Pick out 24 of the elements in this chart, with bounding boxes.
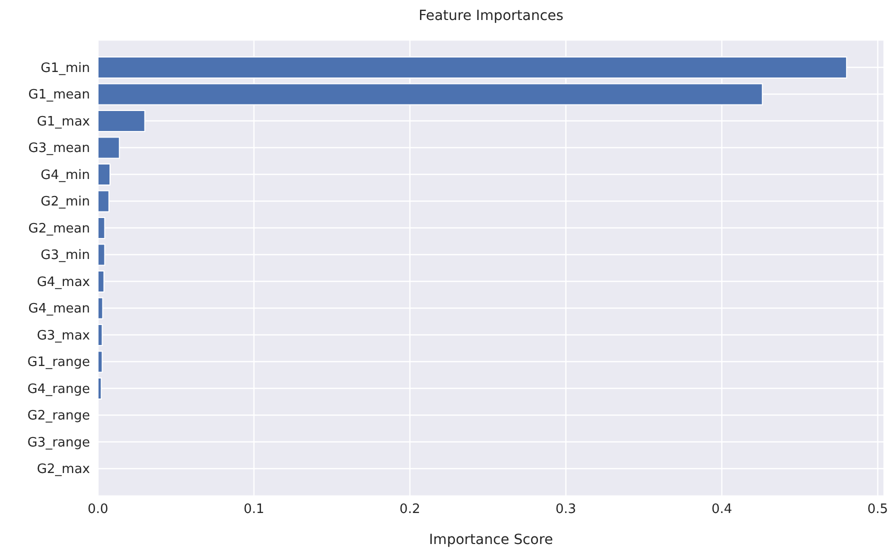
y-tick-label: G1_max <box>36 114 90 130</box>
x-axis-title: Importance Score <box>429 532 553 548</box>
y-tick-label: G3_range <box>27 435 90 450</box>
y-tick-label: G1_min <box>40 60 90 76</box>
chart-title: Feature Importances <box>418 8 564 24</box>
y-tick-label: G4_min <box>40 168 90 183</box>
y-tick-label: G2_mean <box>28 221 90 236</box>
y-tick-label: G2_min <box>40 194 90 210</box>
y-tick-label: G1_mean <box>28 88 90 103</box>
y-tick-label: G2_max <box>36 462 90 478</box>
y-tick-label: G4_mean <box>28 302 90 317</box>
y-tick-label: G3_min <box>40 248 90 264</box>
y-tick-label: G4_range <box>27 382 90 397</box>
x-tick-label: 0.2 <box>400 502 420 518</box>
y-tick-label: G1_range <box>27 355 90 370</box>
x-tick-label: 0.5 <box>867 502 888 518</box>
y-tick-label: G3_mean <box>28 141 90 156</box>
y-tick-label: G4_max <box>36 274 90 290</box>
y-tick-label: G2_range <box>27 408 90 424</box>
x-tick-label: 0.4 <box>711 502 732 518</box>
x-tick-label: 0.0 <box>88 502 108 518</box>
x-tick-label: 0.1 <box>244 502 264 518</box>
y-tick-label: G3_max <box>36 328 90 344</box>
x-tick-label: 0.3 <box>556 502 576 518</box>
